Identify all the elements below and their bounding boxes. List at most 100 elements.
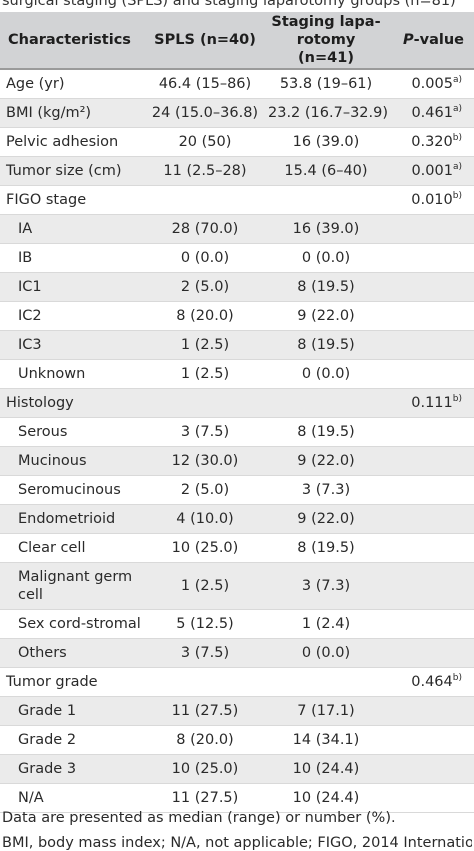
header-spls: SPLS (n=40) <box>146 12 264 70</box>
cell-p-value <box>388 475 474 505</box>
header-p-rest: -value <box>413 32 464 48</box>
footnote-data-presentation: Data are presented as median (range) or … <box>2 810 396 826</box>
table-row: IC1 2 (5.0) 8 (19.5) <box>0 272 474 302</box>
cell-spls: 1 (2.5) <box>146 359 264 389</box>
cell-p-value <box>388 638 474 668</box>
cell-spls: 28 (70.0) <box>146 214 264 244</box>
table-row: Grade 1 11 (27.5) 7 (17.1) <box>0 696 474 726</box>
p-value-footnote-mark: b) <box>452 673 462 684</box>
table-row: Tumor grade 0.464b) <box>0 667 474 697</box>
row-label: Tumor grade <box>0 667 146 697</box>
p-value-text: 0.464 <box>411 674 453 690</box>
cell-laparotomy: 10 (24.4) <box>264 754 388 784</box>
cell-p-value: 0.010b) <box>388 185 474 215</box>
cell-p-value <box>388 301 474 331</box>
row-label: N/A <box>0 783 146 813</box>
cell-p-value <box>388 562 474 610</box>
cell-p-value: 0.001a) <box>388 156 474 186</box>
cell-p-value <box>388 696 474 726</box>
cell-spls: 11 (27.5) <box>146 783 264 813</box>
cell-laparotomy: 16 (39.0) <box>264 127 388 157</box>
cell-p-value <box>388 359 474 389</box>
cell-spls: 10 (25.0) <box>146 533 264 563</box>
cell-laparotomy: 9 (22.0) <box>264 504 388 534</box>
cell-spls: 11 (27.5) <box>146 696 264 726</box>
table-row: IB 0 (0.0) 0 (0.0) <box>0 243 474 273</box>
cell-spls: 8 (20.0) <box>146 301 264 331</box>
cell-spls: 8 (20.0) <box>146 725 264 755</box>
table-row: Sex cord-stromal 5 (12.5) 1 (2.4) <box>0 609 474 639</box>
cell-spls: 24 (15.0–36.8) <box>146 98 264 128</box>
cell-laparotomy: 9 (22.0) <box>264 446 388 476</box>
cell-p-value <box>388 417 474 447</box>
cell-p-value <box>388 609 474 639</box>
cell-laparotomy: 8 (19.5) <box>264 330 388 360</box>
header-row: Characteristics SPLS (n=40) Staging lapa… <box>0 12 474 70</box>
cell-p-value <box>388 533 474 563</box>
row-label: IC2 <box>0 301 146 331</box>
cell-p-value <box>388 504 474 534</box>
row-label: Age (yr) <box>0 69 146 99</box>
cell-spls: 4 (10.0) <box>146 504 264 534</box>
table-row: N/A 11 (27.5) 10 (24.4) <box>0 783 474 813</box>
table-row: BMI (kg/m²) 24 (15.0–36.8) 23.2 (16.7–32.9… <box>0 98 474 128</box>
table-row: Seromucinous 2 (5.0) 3 (7.3) <box>0 475 474 505</box>
cell-spls: 1 (2.5) <box>146 330 264 360</box>
row-label: Clear cell <box>0 533 146 563</box>
cell-p-value <box>388 783 474 813</box>
cell-p-value: 0.320b) <box>388 127 474 157</box>
cell-spls: 10 (25.0) <box>146 754 264 784</box>
header-p-italic: P <box>402 32 414 48</box>
cell-p-value: 0.005a) <box>388 69 474 99</box>
cell-p-value <box>388 725 474 755</box>
p-value-text: 0.461 <box>411 105 453 121</box>
cell-p-value <box>388 272 474 302</box>
cell-spls: 20 (50) <box>146 127 264 157</box>
cell-laparotomy: 10 (24.4) <box>264 783 388 813</box>
row-label: Pelvic adhesion <box>0 127 146 157</box>
cell-spls: 1 (2.5) <box>146 562 264 610</box>
row-label: Endometrioid <box>0 504 146 534</box>
cell-p-value <box>388 243 474 273</box>
cell-spls: 12 (30.0) <box>146 446 264 476</box>
characteristics-table: Characteristics SPLS (n=40) Staging lapa… <box>0 12 474 813</box>
table-row: Malignant germ cell 1 (2.5) 3 (7.3) <box>0 562 474 610</box>
table-row: Endometrioid 4 (10.0) 9 (22.0) <box>0 504 474 534</box>
row-label: Serous <box>0 417 146 447</box>
row-label: IC3 <box>0 330 146 360</box>
cell-spls: 2 (5.0) <box>146 475 264 505</box>
row-label: Unknown <box>0 359 146 389</box>
table-row: Pelvic adhesion 20 (50) 16 (39.0) 0.320b) <box>0 127 474 157</box>
p-value-footnote-mark: a) <box>452 75 462 86</box>
row-label: Grade 1 <box>0 696 146 726</box>
table-row: Others 3 (7.5) 0 (0.0) <box>0 638 474 668</box>
table-row: IA 28 (70.0) 16 (39.0) <box>0 214 474 244</box>
header-laparotomy-line1: Staging lapa- <box>271 14 381 30</box>
cell-spls: 5 (12.5) <box>146 609 264 639</box>
table-row: Tumor size (cm) 11 (2.5–28) 15.4 (6–40) 0.0… <box>0 156 474 186</box>
p-value-footnote-mark: a) <box>452 162 462 173</box>
p-value-footnote-mark: b) <box>452 133 462 144</box>
p-value-footnote-mark: a) <box>452 104 462 115</box>
cell-spls <box>146 667 264 697</box>
row-label: IA <box>0 214 146 244</box>
table-caption: surgical staging (SPLS) and staging lapa… <box>2 0 456 9</box>
cell-laparotomy: 0 (0.0) <box>264 243 388 273</box>
cell-laparotomy: 14 (34.1) <box>264 725 388 755</box>
p-value-text: 0.005 <box>411 76 453 92</box>
cell-laparotomy: 1 (2.4) <box>264 609 388 639</box>
row-label: Histology <box>0 388 146 418</box>
row-label: Seromucinous <box>0 475 146 505</box>
cell-p-value <box>388 446 474 476</box>
cell-p-value <box>388 754 474 784</box>
cell-spls: 3 (7.5) <box>146 417 264 447</box>
p-value-text: 0.010 <box>411 192 453 208</box>
p-value-text: 0.111 <box>411 395 453 411</box>
cell-spls: 46.4 (15–86) <box>146 69 264 99</box>
cell-laparotomy: 9 (22.0) <box>264 301 388 331</box>
cell-laparotomy: 0 (0.0) <box>264 638 388 668</box>
cell-p-value <box>388 214 474 244</box>
cell-laparotomy: 53.8 (19–61) <box>264 69 388 99</box>
row-label: Sex cord-stromal <box>0 609 146 639</box>
